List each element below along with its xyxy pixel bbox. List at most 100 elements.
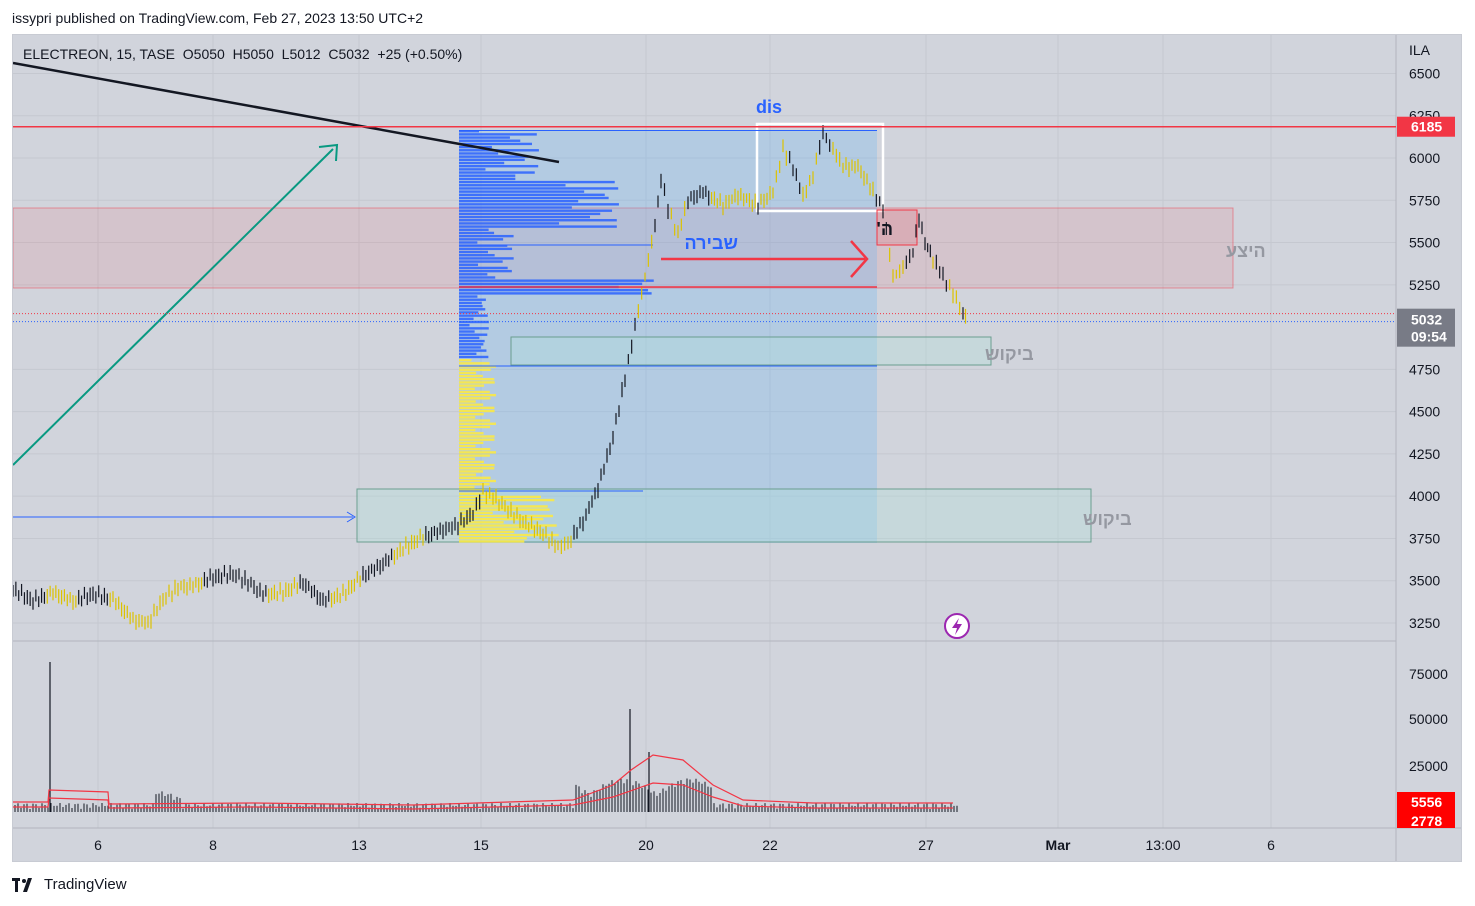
profile-bar <box>459 419 491 422</box>
profile-bar <box>459 492 495 495</box>
time-tick-label: 8 <box>209 837 217 853</box>
profile-bar <box>459 537 527 540</box>
time-tick-label: 20 <box>638 837 654 853</box>
profile-bar <box>459 540 525 543</box>
profile-bar <box>459 292 652 295</box>
profile-bar <box>459 508 550 511</box>
profile-bar <box>459 479 496 483</box>
volume-ma-lower <box>13 782 953 810</box>
legend-change: +25 (+0.50%) <box>377 46 463 62</box>
profile-bar <box>459 171 535 174</box>
resistance-price-badge <box>1397 116 1455 137</box>
price-tick-label: 4000 <box>1409 488 1440 504</box>
profile-bar <box>459 317 474 321</box>
profile-bar <box>459 349 487 352</box>
volume-tick-label: 75000 <box>1409 666 1448 682</box>
profile-bar <box>459 482 490 486</box>
time-tick-label: 6 <box>1267 837 1275 853</box>
profile-bar <box>459 502 497 505</box>
profile-bar <box>459 343 484 346</box>
profile-bar <box>459 244 508 247</box>
profile-bar <box>459 422 496 425</box>
volume-ma-upper <box>13 754 953 806</box>
profile-bar <box>459 371 477 375</box>
last-price-badge <box>1397 308 1455 347</box>
down-trendline <box>13 61 560 164</box>
profile-bar <box>459 365 496 368</box>
profile-bar <box>459 533 559 537</box>
time-tick-label: 6 <box>94 837 102 853</box>
profile-bar <box>459 346 481 349</box>
profile-bar <box>459 393 496 397</box>
time-tick-label: 13 <box>351 837 367 853</box>
breakout-arrow-head <box>850 240 869 278</box>
volume-bars <box>14 662 958 812</box>
profile-bar <box>459 530 515 534</box>
profile-bar <box>459 314 488 317</box>
volume-value-label: 5556 <box>1411 794 1442 810</box>
profile-bar <box>459 279 654 282</box>
profile-bar <box>459 130 479 133</box>
profile-bar <box>459 413 484 416</box>
price-tick-label: 5750 <box>1409 192 1440 208</box>
profile-bar <box>459 199 579 203</box>
profile-bar <box>459 266 508 270</box>
price-tick-label: 3250 <box>1409 615 1440 631</box>
profile-bar <box>459 333 488 336</box>
profile-bar <box>459 222 560 225</box>
profile-bar <box>459 390 490 394</box>
profile-bar <box>459 425 491 429</box>
profile-bar <box>459 435 495 438</box>
breakout-label: שבירה <box>685 233 738 253</box>
profile-bar <box>459 327 489 330</box>
profile-bar <box>459 517 544 521</box>
profile-bar <box>459 381 495 384</box>
price-tick-label: 5250 <box>1409 277 1440 293</box>
profile-bar <box>459 463 495 467</box>
horizontal-ray-head <box>346 511 356 523</box>
profile-bar <box>459 495 541 499</box>
price-tick-label: 3500 <box>1409 573 1440 589</box>
legend-low: L5012 <box>281 46 321 62</box>
footer: TradingView <box>12 876 127 893</box>
profile-bar <box>459 514 553 518</box>
profile-bar <box>459 432 484 435</box>
last-price-label: 5032 <box>1411 312 1442 328</box>
profile-bar <box>459 470 483 473</box>
chart-area[interactable]: היצע ביקוש ביקוש שבירה dis ה' ILA 6500 6250 6000… <box>12 34 1462 862</box>
legend-exchange: TASE <box>139 46 175 62</box>
profile-bar <box>459 212 601 216</box>
gridlines <box>13 35 1396 828</box>
profile-bar <box>459 416 476 419</box>
demand-zone-lower-label: ביקוש <box>1083 509 1132 529</box>
profile-bar <box>459 174 516 177</box>
profile-bar <box>459 524 557 527</box>
profile-bar <box>459 374 483 378</box>
price-tick-label: 4750 <box>1409 361 1440 377</box>
up-arrow-head <box>318 143 339 162</box>
profile-bar <box>459 406 495 410</box>
profile-bar <box>459 301 482 305</box>
profile-bar <box>459 457 475 460</box>
profile-bar <box>459 352 477 355</box>
profile-bar <box>459 295 478 298</box>
profile-bar <box>459 263 479 266</box>
profile-bar <box>459 257 514 260</box>
time-tick-label: 22 <box>762 837 778 853</box>
price-tick-label: 5500 <box>1409 235 1440 251</box>
profile-bar <box>459 460 484 464</box>
price-tick-label: 4500 <box>1409 404 1440 420</box>
profile-bar <box>459 209 613 212</box>
profile-bar <box>459 190 585 193</box>
legend-high: H5050 <box>232 46 274 62</box>
volume-badge <box>1397 792 1455 828</box>
profile-bar <box>459 187 619 190</box>
profile-bar <box>459 378 495 381</box>
profile-bar <box>459 260 503 263</box>
profile-bar <box>459 142 533 146</box>
profile-bar <box>459 486 475 489</box>
he-box <box>876 209 918 246</box>
profile-bar <box>459 289 649 292</box>
profile-bar <box>459 193 605 196</box>
